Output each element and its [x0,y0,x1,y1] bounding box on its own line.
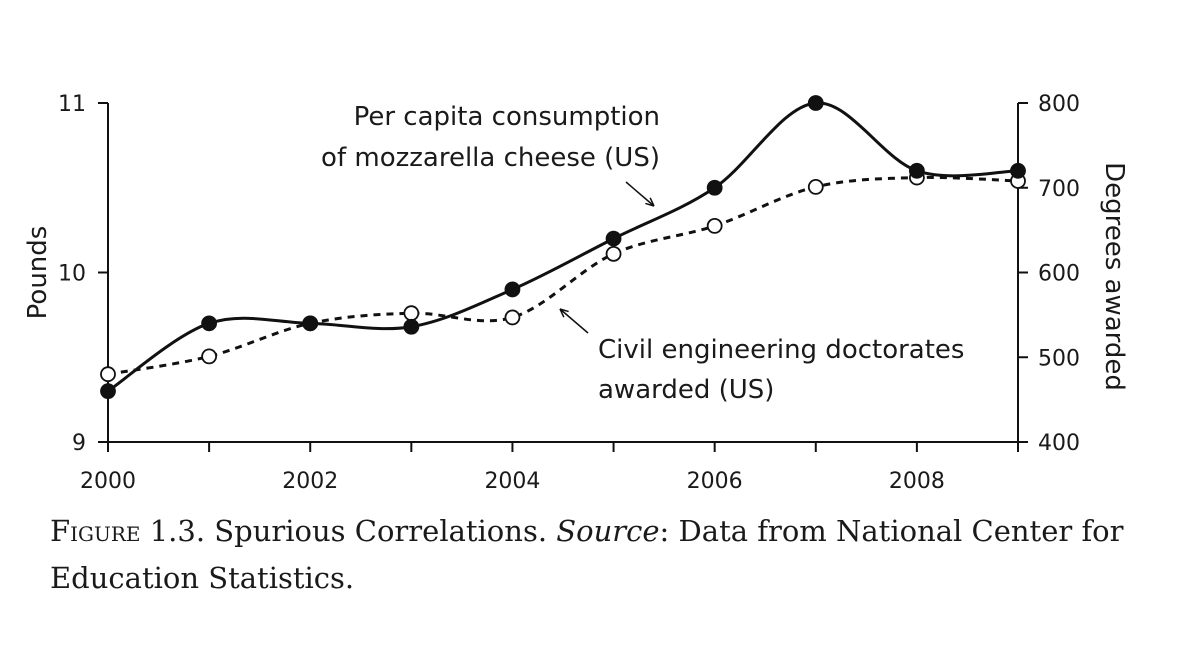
figure-caption: Figure 1.3. Spurious Correlations. Sourc… [50,508,1150,602]
y2-tick-label-2: 600 [1038,262,1080,287]
series-0-point-6 [706,179,723,196]
series-1-point-6 [706,217,723,234]
series-0-point-0 [100,383,116,400]
series-1-point-3 [403,305,420,322]
series-line-1 [107,175,1019,376]
series-0-point-3 [403,318,420,335]
y2-tick-label-4: 800 [1038,92,1080,117]
annotation-doctorates-arrow-head [559,308,569,318]
x-tick-label-3: 2006 [687,469,743,494]
series-line-0 [107,101,1019,393]
caption-source-text: : Data from National Center for Educatio… [50,514,1124,595]
annotation-mozzarella-arrow [625,181,655,207]
annotation-mozzarella-line2: of mozzarella cheese (US) [321,143,660,173]
series-1-point-5 [605,245,622,262]
series-0-point-8 [908,162,925,179]
y2-tick-label-0: 400 [1038,431,1080,456]
x-tick-label-2: 2004 [484,469,540,494]
series-0-point-9 [1010,162,1026,179]
series-1-point-7 [807,179,824,195]
annotation-doctorates-line1: Civil engineering doctorates [598,335,964,365]
x-tick-label-1: 2002 [282,469,338,494]
x-tick-label-4: 2008 [889,469,945,494]
annotation-doctorates-line2: awarded (US) [598,375,774,405]
series-1-point-4 [504,309,521,326]
annotation-mozzarella-line1: Per capita consumption [354,102,660,132]
annotation-mozzarella-arrow-head [645,197,655,207]
y-tick-label-0: 9 [72,431,86,456]
axes: 9 10 11 400 500 600 700 800 2000 2002 2004 2006 2008… [23,92,1129,494]
y-axis-title: Pounds [23,226,53,320]
series-1-point-1 [201,348,218,365]
annotation-doctorates-arrow [559,308,589,334]
caption-figure-label: Figure 1.3. [50,514,206,548]
y2-tick-label-3: 700 [1038,177,1080,202]
caption-source-label: Source [556,514,660,548]
y-tick-label-1: 10 [58,262,86,287]
series-1-point-0 [100,366,116,383]
series-0-point-2 [302,315,319,332]
y-tick-label-2: 11 [58,92,86,117]
y2-axis-title: Degrees awarded [1099,162,1129,391]
annotations: Per capita consumption of mozzarella che… [321,102,964,405]
series-0-point-7 [807,95,824,111]
series-0-point-5 [605,230,622,247]
series-layer [100,95,1026,400]
chart: 9 10 11 400 500 600 700 800 2000 2002 2004 2006 2008… [23,92,1129,494]
y2-tick-label-1: 500 [1038,346,1080,371]
series-0-point-1 [201,315,218,332]
x-tick-label-0: 2000 [80,469,136,494]
caption-title: Spurious Correlations. [214,514,548,548]
series-0-point-4 [504,281,521,298]
